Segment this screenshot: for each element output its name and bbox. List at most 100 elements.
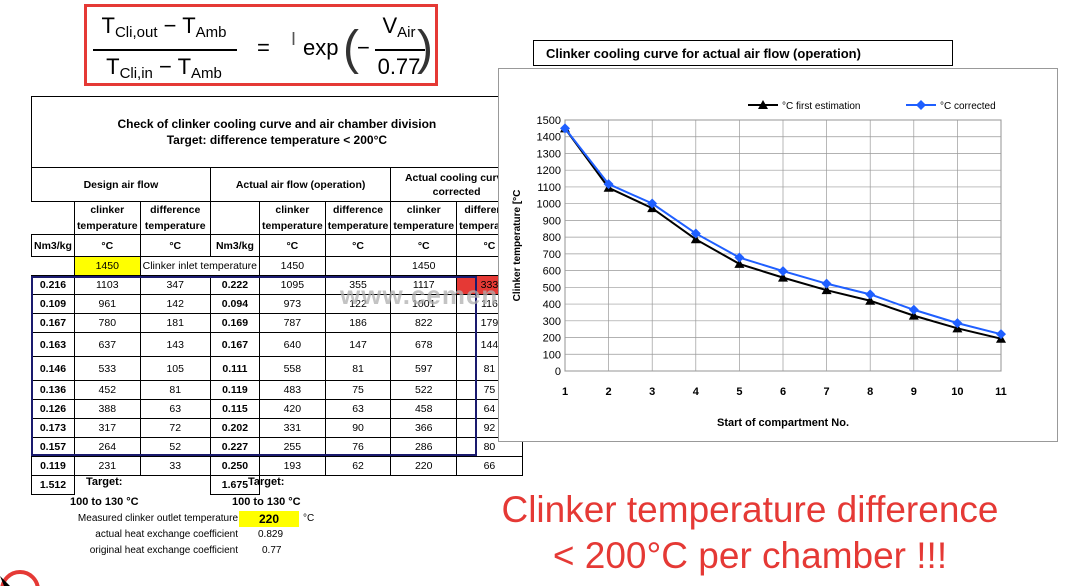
nm3-actual: 0.119 — [209, 380, 261, 400]
headline-line-2: < 200°C per chamber !!! — [552, 535, 948, 576]
y-tick-label: 400 — [543, 299, 561, 311]
diff-design: 347 — [139, 275, 211, 295]
formula-paren-left: ( — [343, 22, 359, 75]
nm3-design: 0.173 — [31, 418, 75, 438]
temp-actual: 640 — [259, 332, 326, 357]
measured-outlet-value: 220 — [239, 511, 299, 527]
legend-label: °C first estimation — [782, 101, 860, 112]
formula-inner-numerator: VAir — [374, 13, 424, 41]
formula-symbol: T — [177, 54, 192, 79]
data-point — [603, 179, 614, 190]
nm3-design: 0.216 — [31, 275, 75, 295]
nm3-design: 0.109 — [31, 294, 75, 314]
temp-corrected: 458 — [390, 399, 458, 419]
inlet-label: Clinker inlet temperature — [139, 256, 261, 276]
temp-actual: 420 — [259, 399, 326, 419]
nm3-actual: 0.169 — [209, 313, 261, 333]
nm3-actual: 0.250 — [209, 456, 261, 476]
nm3-actual: 0.115 — [209, 399, 261, 419]
table-row: 0.163 637 143 0.167 640 147 678 144 — [31, 332, 523, 357]
formula-exp: exp — [303, 35, 339, 60]
temp-actual: 193 — [259, 456, 326, 476]
diff-actual: 147 — [324, 332, 392, 357]
legend-marker — [758, 100, 768, 109]
formula-inner-denominator: 0.77 — [377, 54, 421, 79]
formula-operator: − — [357, 35, 370, 60]
nm3-actual: 0.202 — [209, 418, 261, 438]
temp-corrected: 822 — [390, 313, 458, 333]
x-tick-label: 6 — [780, 386, 786, 398]
unit-nm3: Nm3/kg — [209, 234, 261, 257]
diff-actual: 63 — [324, 399, 392, 419]
y-tick-label: 700 — [543, 249, 561, 261]
legend-label: °C corrected — [940, 101, 996, 112]
x-tick-label: 2 — [606, 386, 612, 398]
diff-actual: 62 — [324, 456, 392, 476]
data-point — [908, 310, 919, 320]
formula-symbol: V — [382, 13, 398, 38]
data-point — [690, 228, 701, 239]
blank-cell — [325, 257, 391, 276]
unit-celsius: °C — [139, 234, 211, 257]
x-tick-label: 5 — [736, 386, 742, 398]
x-tick-label: 7 — [824, 386, 830, 398]
x-tick-label: 11 — [995, 386, 1007, 398]
formula-operator: − — [152, 54, 178, 79]
formula-paren-right: ) — [417, 22, 433, 75]
x-tick-label: 10 — [951, 386, 963, 398]
actual-coeff-value: 0.829 — [258, 529, 284, 540]
nm3-design: 0.167 — [31, 313, 75, 333]
col-difference-temperature: difference temperature — [324, 201, 392, 235]
formula-numerator: TCli,out − TAmb — [91, 13, 237, 41]
inlet-temp-actual: 1450 — [259, 256, 326, 276]
nm3-design: 0.119 — [31, 456, 75, 476]
table-row: 0.173 317 72 0.202 331 90 366 92 — [31, 418, 523, 438]
unit-nm3: Nm3/kg — [31, 234, 75, 257]
cooling-curve-chart: 0 100 200 300 400 500 600 700 800 900 1000 1100 1200… — [512, 100, 1007, 429]
unit-celsius: °C — [73, 234, 141, 257]
diff-corrected: 66 — [456, 456, 523, 476]
temp-corrected: 220 — [390, 456, 458, 476]
temp-actual: 1095 — [259, 275, 326, 295]
temp-corrected: 522 — [390, 380, 458, 400]
measured-outlet-unit: °C — [303, 513, 315, 524]
temp-design: 533 — [73, 356, 141, 381]
target-range-actual: 100 to 130 °C — [232, 496, 301, 508]
unit-celsius: °C — [324, 234, 392, 257]
diff-actual: 122 — [324, 294, 392, 314]
formula-subscript: Cli,out — [114, 24, 158, 41]
target-label-design: Target: — [86, 476, 123, 488]
y-tick-label: 900 — [543, 215, 561, 227]
logo-fragment-icon — [0, 570, 40, 586]
data-point — [952, 318, 963, 329]
temp-actual: 558 — [259, 356, 326, 381]
y-tick-label: 1500 — [537, 115, 561, 127]
col-clinker-temperature: clinker temperature — [259, 201, 326, 235]
formula-symbol: T — [182, 13, 196, 38]
formula-inner-fraction-line — [375, 49, 425, 51]
table-row: 0.146 533 105 0.111 558 81 597 81 — [31, 356, 523, 381]
x-tick-label: 3 — [649, 386, 655, 398]
diff-actual: 81 — [324, 356, 392, 381]
unit-celsius: °C — [259, 234, 326, 257]
y-tick-label: 1400 — [537, 132, 561, 144]
nm3-design: 0.163 — [31, 332, 75, 357]
data-point — [821, 278, 832, 289]
y-tick-label: 1200 — [537, 165, 561, 177]
header-design-air-flow: Design air flow — [31, 167, 211, 202]
target-range-design: 100 to 130 °C — [70, 496, 139, 508]
diff-design: 72 — [139, 418, 211, 438]
inlet-temp-corrected: 1450 — [390, 256, 458, 276]
actual-coeff-label: actual heat exchange coefficient — [95, 529, 238, 540]
total-actual: 1.675 — [209, 475, 261, 495]
blank-cell — [210, 202, 259, 235]
nm3-actual: 0.222 — [209, 275, 261, 295]
nm3-design: 0.157 — [31, 437, 75, 457]
temp-design: 452 — [73, 380, 141, 400]
temp-corrected: 286 — [390, 437, 458, 457]
data-point — [734, 258, 745, 268]
x-tick-label: 4 — [693, 386, 700, 398]
data-point — [821, 285, 832, 295]
formula-operator: − — [157, 13, 183, 38]
col-difference-temperature: difference temperature — [139, 201, 211, 235]
